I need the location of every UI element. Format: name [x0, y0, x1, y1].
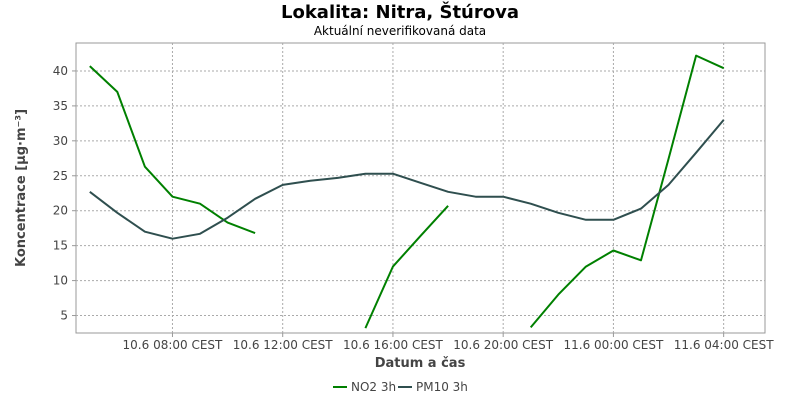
legend: NO2 3h PM10 3h: [333, 380, 468, 394]
x-tick-label: 10.6 16:00 CEST: [343, 338, 444, 352]
x-tick-label: 10.6 12:00 CEST: [233, 338, 334, 352]
plot-area: [75, 42, 766, 334]
grid-lines: [76, 43, 765, 333]
y-axis-label: Koncentrace [µg·m⁻³]: [14, 109, 29, 267]
series-layer: [89, 54, 725, 329]
y-tick-label: 10: [53, 274, 68, 288]
legend-label: PM10 3h: [416, 380, 468, 394]
legend-label: NO2 3h: [351, 380, 396, 394]
x-tick-label: 11.6 00:00 CEST: [563, 338, 664, 352]
chart-subtitle: Aktuální neverifikovaná data: [314, 24, 486, 38]
y-tick-label: 20: [53, 204, 68, 218]
x-tick-label: 10.6 20:00 CEST: [453, 338, 554, 352]
y-tick-label: 35: [53, 99, 68, 113]
y-tick-label: 25: [53, 169, 68, 183]
x-axis-ticks: 10.6 08:00 CEST 10.6 12:00 CEST 10.6 16:00…: [123, 333, 775, 352]
series-line-no2: [364, 205, 449, 329]
x-axis-label: Datum a čas: [375, 356, 466, 371]
series-line-pm10: [89, 119, 725, 240]
series-line-no2: [529, 54, 725, 329]
x-tick-label: 11.6 04:00 CEST: [674, 338, 775, 352]
x-tick-label: 10.6 08:00 CEST: [123, 338, 224, 352]
y-tick-label: 40: [53, 64, 68, 78]
chart-title: Lokalita: Nitra, Štúrova: [281, 1, 519, 23]
y-tick-label: 30: [53, 134, 68, 148]
series-line-no2: [89, 65, 256, 235]
y-tick-label: 5: [60, 309, 68, 323]
y-axis-ticks: 5 10 15 20 25 30 35 40: [53, 64, 76, 323]
y-tick-label: 15: [53, 239, 68, 253]
